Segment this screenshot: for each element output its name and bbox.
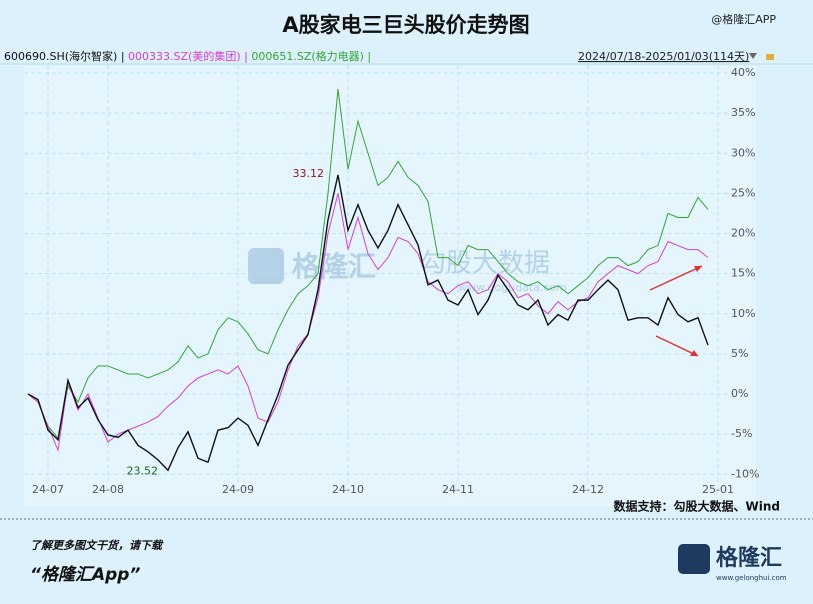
annotation: 33.12: [293, 167, 325, 180]
plot-bg: [24, 66, 756, 506]
x-tick-label: 24-08: [92, 483, 124, 496]
brand: @格隆汇APP: [711, 12, 776, 26]
x-tick-label: 24-07: [32, 483, 64, 496]
source: 数据支持：勾股大数据、Wind: [614, 499, 780, 514]
logo-icon: [678, 544, 710, 574]
arrow: [649, 265, 703, 291]
y-tick-label: 35%: [731, 106, 755, 119]
y-tick-label: 20%: [731, 227, 755, 240]
legend: 600690.SH(海尔智家) | 000333.SZ(美的集团) | 0006…: [4, 49, 371, 63]
y-tick-label: 0%: [731, 387, 748, 400]
y-tick-label: 15%: [731, 267, 755, 280]
series-line: [27, 174, 709, 472]
footer-app: “格隆汇App”: [30, 565, 140, 585]
logo-url: www.gelonghui.com: [716, 574, 787, 582]
series-line: [27, 193, 709, 453]
date-range: 2024/07/18-2025/01/03(114天): [578, 50, 749, 63]
watermark-text: www.gogudata.com: [458, 281, 567, 294]
arrow-head: [690, 350, 698, 356]
y-tick-label: 40%: [731, 66, 755, 79]
arrow: [655, 335, 699, 357]
x-tick-label: 24-11: [442, 483, 474, 496]
y-tick-label: 5%: [731, 347, 748, 360]
legend-entry: 000333.SZ(美的集团): [128, 49, 241, 63]
dropdown-icon: [749, 53, 757, 59]
footer-note: 了解更多图文干货，请下载: [30, 539, 164, 552]
chart-title: A股家电三巨头股价走势图: [282, 13, 529, 37]
legend-entry: 600690.SH(海尔智家): [4, 49, 117, 63]
y-tick-label: -5%: [731, 427, 752, 440]
logo-text: 格隆汇: [716, 545, 782, 571]
legend-entry: 000651.SZ(格力电器): [251, 49, 364, 63]
annotation: 23.52: [127, 464, 159, 477]
x-tick-label: 24-09: [222, 483, 254, 496]
lock-icon: [766, 54, 774, 60]
x-tick-label: 24-10: [332, 483, 364, 496]
y-tick-label: 30%: [731, 146, 755, 159]
arrow-head: [694, 266, 702, 272]
y-tick-label: -10%: [731, 467, 759, 480]
x-tick-label: 24-12: [572, 483, 604, 496]
y-tick-label: 25%: [731, 186, 755, 199]
series-line: [27, 89, 709, 440]
y-tick-label: 10%: [731, 307, 755, 320]
watermark-text: 格隆汇: [292, 250, 376, 283]
x-tick-label: 25-01: [702, 483, 734, 496]
